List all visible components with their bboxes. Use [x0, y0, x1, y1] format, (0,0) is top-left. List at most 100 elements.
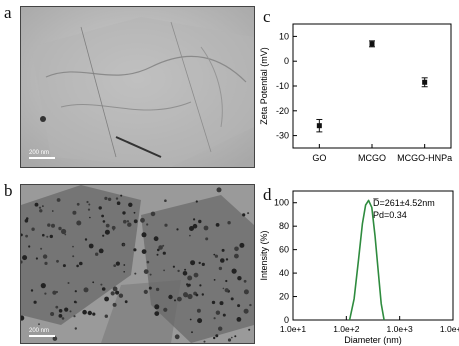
nanoparticle-dot	[221, 248, 225, 252]
nanoparticle-dot	[79, 261, 83, 266]
nanoparticle-dot	[64, 307, 69, 312]
nanoparticle-dot	[83, 287, 89, 293]
nanoparticle-dot	[189, 234, 191, 237]
nanoparticle-dot	[31, 227, 35, 231]
nanoparticle-dot	[237, 276, 242, 281]
nanoparticle-dot	[172, 265, 175, 268]
nanoparticle-dot	[69, 310, 72, 313]
nanoparticle-dot	[222, 287, 225, 290]
nanoparticle-dot	[61, 228, 67, 235]
nanoparticle-dot	[168, 294, 173, 300]
y-tick-label: 0	[284, 315, 289, 325]
nanoparticle-dot	[74, 327, 77, 330]
y-tick-label: 60	[279, 245, 289, 255]
nanoparticle-dot	[141, 249, 147, 254]
nanoparticle-dot	[177, 296, 182, 302]
nanoparticle-dot	[92, 312, 96, 316]
nanoparticle-dot	[203, 225, 209, 231]
nanoparticle-dot	[222, 313, 226, 317]
nanoparticle-dot	[163, 307, 168, 312]
nanoparticle-dot	[123, 219, 127, 224]
y-tick-label: -10	[276, 81, 289, 91]
x-tick-label: GO	[312, 153, 326, 163]
scale-bar-a: 200 nm	[29, 150, 55, 159]
nanoparticle-dot	[214, 254, 218, 258]
nanoparticle-dot	[231, 268, 237, 274]
nanoparticle-dot	[56, 259, 59, 263]
nanoparticle-dot	[86, 200, 89, 204]
nanoparticle-dot	[143, 289, 148, 294]
x-tick-label: 1.0e+1	[280, 324, 307, 334]
nanoparticle-dot	[184, 268, 187, 271]
nanoparticle-dot	[141, 232, 147, 238]
nanoparticle-dot	[52, 290, 57, 295]
nanoparticle-dot	[104, 229, 110, 235]
nanoparticle-dot	[227, 338, 232, 342]
nanoparticle-dot	[176, 228, 179, 231]
nanoparticle-dot	[243, 279, 247, 283]
nanoparticle-dot	[231, 336, 233, 339]
nanoparticle-dot	[247, 212, 250, 215]
nanoparticle-dot	[44, 261, 48, 265]
nanoparticle-dot	[40, 247, 43, 250]
nanoparticle-dot	[123, 264, 126, 266]
nanoparticle-dot	[102, 220, 106, 223]
panel-label-d: d	[263, 185, 272, 204]
nanoparticle-dot	[115, 261, 120, 266]
tem-image-b-art	[21, 185, 254, 343]
nanoparticle-dot	[84, 238, 88, 241]
nanoparticle-dot	[21, 260, 23, 264]
nanoparticle-dot	[193, 218, 196, 221]
panel-label-c: c	[263, 7, 271, 26]
nanoparticle-dot	[149, 273, 152, 276]
nanoparticle-dot	[33, 300, 37, 304]
nanoparticle-dot	[203, 340, 206, 343]
nanoparticle-dot	[186, 283, 189, 286]
nanoparticle-dot	[198, 219, 202, 224]
nanoparticle-dot	[182, 271, 188, 276]
nanoparticle-dot	[153, 236, 159, 242]
nanoparticle-dot	[67, 282, 70, 284]
nanoparticle-dot	[42, 205, 44, 207]
nanoparticle-dot	[239, 242, 245, 248]
nanoparticle-dot	[28, 245, 31, 248]
nanoparticle-dot	[230, 297, 234, 301]
nanoparticle-dot	[74, 290, 77, 293]
nanoparticle-dot	[195, 200, 198, 203]
nanoparticle-dot	[218, 266, 223, 271]
tem-image-b: 200 nm	[20, 184, 255, 344]
nanoparticle-dot	[73, 300, 77, 304]
nanoparticle-dot	[72, 255, 75, 258]
nanoparticle-dot	[34, 202, 39, 207]
nanoparticle-dot	[224, 288, 229, 293]
nanoparticle-dot	[118, 293, 124, 298]
nanoparticle-dot	[123, 271, 125, 273]
nanoparticle-dot	[237, 304, 241, 308]
nanoparticle-dot	[122, 243, 125, 246]
nanoparticle-dot	[44, 292, 47, 295]
nanoparticle-dot	[199, 284, 202, 287]
y-axis-label: Intensity (%)	[259, 230, 269, 280]
y-tick-label: -30	[276, 131, 289, 141]
nanoparticle-dot	[197, 318, 203, 324]
nanoparticle-dot	[154, 304, 160, 310]
nanoparticle-dot	[78, 222, 81, 225]
x-tick-label: MCGO	[358, 153, 386, 163]
nanoparticle-dot	[225, 258, 229, 261]
nanoparticle-dot	[190, 260, 196, 266]
nanoparticle-dot	[215, 310, 221, 315]
nanoparticle-dot	[243, 308, 249, 314]
x-tick-label: 1.0e+4	[440, 324, 459, 334]
nanoparticle-dot	[38, 206, 42, 209]
nanoparticle-dot	[104, 296, 109, 302]
nanoparticle-dot	[35, 257, 38, 260]
nanoparticle-dot	[107, 197, 112, 201]
nanoparticle-dot	[213, 317, 216, 320]
nanoparticle-dot	[216, 187, 222, 193]
nanoparticle-dot	[174, 299, 176, 302]
scale-bar-b-line	[29, 335, 55, 337]
nanoparticle-dot	[40, 283, 46, 289]
nanoparticle-dot	[72, 210, 77, 215]
zeta-potential-chart: 10 0 -10 -20 -30 GO MCGO MCGO-HNPa Zeta Potentia…	[259, 23, 452, 163]
nanoparticle-dot	[196, 308, 201, 313]
